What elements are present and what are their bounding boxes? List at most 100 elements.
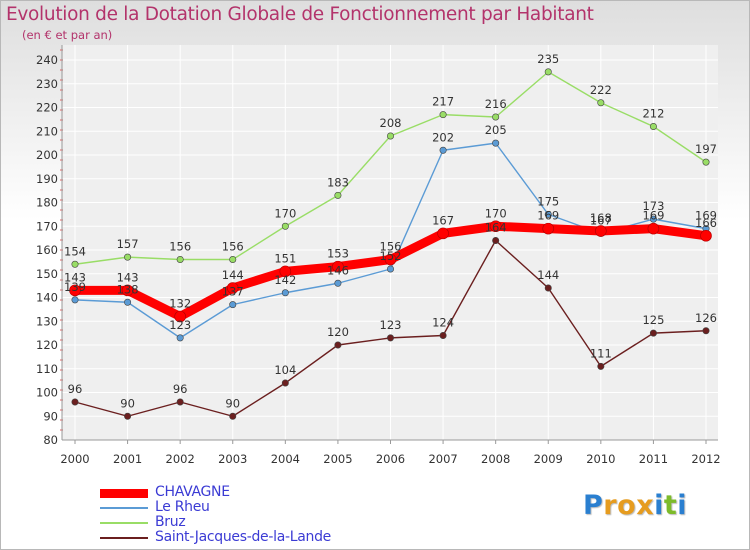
data-label-saint-jacques-de-la-lande: 104	[274, 363, 296, 377]
data-label-chavagne: 156	[380, 240, 402, 254]
data-point-chavagne	[437, 227, 449, 240]
data-point-bruz	[334, 191, 342, 199]
data-label-chavagne: 153	[327, 247, 349, 261]
y-tick-label: 230	[36, 77, 58, 91]
x-tick-label: 2011	[639, 452, 668, 466]
data-label-saint-jacques-de-la-lande: 124	[432, 316, 454, 330]
data-label-bruz: 156	[169, 240, 191, 254]
data-label-chavagne: 168	[590, 211, 612, 225]
data-label-bruz: 157	[117, 237, 139, 251]
data-point-le-rheu	[124, 298, 132, 306]
data-label-bruz: 208	[380, 116, 402, 130]
x-tick-label: 2002	[166, 452, 195, 466]
data-label-le-rheu: 205	[485, 123, 507, 137]
chart-title: Evolution de la Dotation Globale de Fonc…	[6, 4, 594, 25]
x-tick-label: 2000	[60, 452, 89, 466]
data-label-le-rheu: 202	[432, 130, 454, 144]
data-label-saint-jacques-de-la-lande: 123	[380, 318, 402, 332]
data-label-saint-jacques-de-la-lande: 126	[695, 311, 717, 325]
data-label-chavagne: 166	[695, 216, 717, 230]
data-point-saint-jacques-de-la-lande	[281, 379, 289, 387]
data-point-chavagne	[489, 220, 502, 233]
y-tick-label: 80	[43, 433, 58, 447]
y-tick-label: 220	[36, 101, 58, 115]
data-label-bruz: 212	[642, 107, 664, 121]
data-point-le-rheu	[334, 279, 342, 287]
logo-letter: i	[654, 490, 664, 521]
data-label-bruz: 156	[222, 240, 244, 254]
data-label-le-rheu: 146	[327, 263, 349, 277]
data-label-chavagne: 169	[642, 209, 664, 223]
data-label-bruz: 197	[695, 142, 717, 156]
data-point-bruz	[281, 222, 289, 230]
y-tick-label: 130	[36, 314, 58, 328]
y-tick-label: 170	[36, 219, 58, 233]
data-label-saint-jacques-de-la-lande: 144	[537, 268, 559, 282]
data-point-chavagne	[384, 253, 397, 266]
data-label-saint-jacques-de-la-lande: 164	[485, 221, 507, 235]
data-point-saint-jacques-de-la-lande	[124, 412, 132, 420]
x-tick-label: 2004	[271, 452, 300, 466]
data-point-bruz	[229, 255, 237, 263]
y-tick-label: 100	[36, 386, 58, 400]
legend-swatch	[100, 537, 148, 539]
x-tick-label: 2001	[113, 452, 142, 466]
data-point-bruz	[124, 253, 132, 261]
y-tick-label: 150	[36, 267, 58, 281]
data-point-le-rheu	[71, 296, 79, 304]
logo-letter: o	[617, 490, 637, 521]
data-label-chavagne: 169	[537, 209, 559, 223]
data-point-chavagne	[647, 222, 660, 235]
data-label-le-rheu: 139	[64, 280, 86, 294]
y-tick-label: 110	[36, 362, 58, 376]
data-point-saint-jacques-de-la-lande	[229, 412, 237, 420]
data-point-bruz	[544, 68, 552, 76]
data-label-saint-jacques-de-la-lande: 111	[590, 346, 612, 360]
data-point-le-rheu	[281, 289, 289, 297]
data-label-bruz: 154	[64, 244, 86, 258]
logo-letter: i	[677, 490, 688, 521]
data-label-saint-jacques-de-la-lande: 96	[68, 382, 83, 396]
data-point-saint-jacques-de-la-lande	[597, 362, 605, 370]
data-label-chavagne: 167	[432, 213, 454, 227]
data-label-le-rheu: 167	[590, 213, 612, 227]
data-point-chavagne	[542, 222, 555, 235]
proxiti-logo: Proxiti	[583, 490, 687, 521]
data-point-chavagne	[226, 282, 239, 294]
data-point-chavagne	[279, 265, 292, 278]
x-tick-label: 2006	[376, 452, 405, 466]
data-point-chavagne	[700, 229, 712, 242]
data-label-le-rheu: 137	[222, 285, 244, 299]
chart-subtitle: (en € et par an)	[22, 28, 113, 42]
data-point-saint-jacques-de-la-lande	[334, 341, 342, 349]
legend-swatch	[100, 522, 148, 524]
data-label-le-rheu: 152	[380, 249, 402, 263]
data-point-saint-jacques-de-la-lande	[386, 334, 394, 342]
data-point-bruz	[386, 132, 394, 140]
data-point-le-rheu	[229, 301, 237, 309]
data-point-saint-jacques-de-la-lande	[544, 284, 552, 292]
y-tick-label: 180	[36, 196, 58, 210]
data-label-le-rheu: 123	[169, 318, 191, 332]
data-point-saint-jacques-de-la-lande	[702, 327, 710, 335]
data-label-bruz: 222	[590, 83, 612, 97]
data-label-le-rheu: 169	[695, 209, 717, 223]
data-point-saint-jacques-de-la-lande	[492, 237, 500, 245]
legend-label: Saint-Jacques-de-la-Lande	[155, 529, 331, 545]
data-label-bruz: 170	[274, 206, 296, 220]
logo-letter: r	[603, 490, 618, 521]
legend-label: CHAVAGNE	[155, 484, 230, 500]
y-tick-label: 210	[36, 124, 58, 138]
data-label-saint-jacques-de-la-lande: 120	[327, 325, 349, 339]
data-label-saint-jacques-de-la-lande: 125	[642, 313, 664, 327]
data-point-chavagne	[174, 310, 186, 323]
logo-letter: t	[663, 490, 678, 521]
logo-letter: P	[583, 490, 604, 521]
y-tick-label: 190	[36, 172, 58, 186]
data-label-chavagne: 143	[64, 270, 86, 284]
data-point-bruz	[702, 158, 710, 166]
data-point-le-rheu	[649, 215, 657, 223]
y-tick-label: 240	[36, 53, 58, 67]
x-tick-label: 2003	[218, 452, 247, 466]
